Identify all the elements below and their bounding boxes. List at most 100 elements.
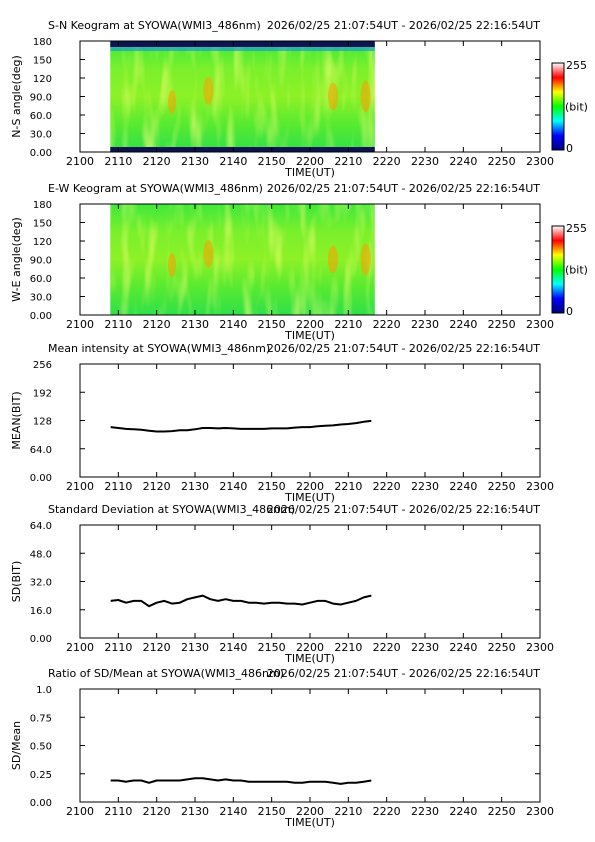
y-tick-label: 60.0 [30,274,52,285]
y-tick-label: 30.0 [30,130,52,141]
y-tick-label: 90.0 [30,93,52,104]
y-tick-label: 0.00 [30,148,52,159]
panel-title: Mean intensity at SYOWA(WMI3_486nm) [48,342,270,355]
aurora-patch [360,243,371,276]
y-tick-label: 16.0 [30,606,52,617]
y-tick-label: 60.0 [30,111,52,122]
x-tick-label: 2140 [219,318,247,331]
x-tick-label: 2100 [66,641,94,654]
y-tick-label: 0.25 [30,770,52,781]
colorbar-unit-label: (bit) [565,264,588,277]
x-tick-label: 2240 [449,805,477,818]
x-tick-label: 2210 [334,318,362,331]
x-tick-label: 2200 [296,480,324,493]
aurora-patch [360,80,371,113]
colorbar-max-label: 255 [566,59,587,72]
y-tick-label: 0.00 [30,798,52,809]
y-tick-label: 0.00 [30,311,52,322]
x-tick-label: 2200 [296,155,324,168]
x-axis-label: TIME(UT) [284,491,335,504]
aurora-patch [168,253,176,278]
y-tick-label: 120 [33,237,52,248]
y-tick-label: 0.00 [30,473,52,484]
x-tick-label: 2250 [488,641,516,654]
x-tick-label: 2220 [373,641,401,654]
x-tick-label: 2300 [526,480,554,493]
panel-4: Standard Deviation at SYOWA(WMI3_486nm)2… [10,503,554,665]
x-tick-label: 2130 [181,641,209,654]
colorbar-scale [551,62,565,151]
x-axis-label: TIME(UT) [284,652,335,665]
x-tick-label: 2240 [449,155,477,168]
panel-title: Ratio of SD/Mean at SYOWA(WMI3_486nm) [48,667,284,680]
x-tick-label: 2110 [104,805,132,818]
x-tick-label: 2220 [373,480,401,493]
keogram-edge-band [110,147,375,152]
x-tick-label: 2240 [449,480,477,493]
x-tick-label: 2120 [143,155,171,168]
y-axis-label: SD(BIT) [10,561,23,603]
x-tick-label: 2230 [411,480,439,493]
x-tick-label: 2140 [219,641,247,654]
y-tick-label: 180 [33,37,52,48]
x-tick-label: 2110 [104,641,132,654]
x-tick-label: 2250 [488,318,516,331]
keogram-edge-band [110,47,375,51]
x-tick-label: 2150 [258,155,286,168]
y-tick-label: 180 [33,200,52,211]
aurora-patch [328,82,338,111]
x-tick-label: 2300 [526,805,554,818]
x-tick-label: 2220 [373,155,401,168]
x-axis-label: TIME(UT) [284,166,335,179]
y-tick-label: 256 [33,360,52,371]
x-tick-label: 2150 [258,318,286,331]
x-tick-label: 2110 [104,318,132,331]
x-tick-label: 2100 [66,155,94,168]
plot-frame [79,363,541,478]
y-tick-label: 120 [33,74,52,85]
plot-frame [79,688,541,803]
time-range-label: 2026/02/25 21:07:54UT - 2026/02/25 22:16… [267,182,540,195]
x-tick-label: 2110 [104,155,132,168]
x-tick-label: 2250 [488,805,516,818]
y-axis-label: W-E angle(deg) [10,217,23,302]
x-tick-label: 2130 [181,805,209,818]
x-tick-label: 2230 [411,318,439,331]
y-tick-label: 90.0 [30,256,52,267]
y-tick-label: 1.0 [36,685,52,696]
colorbar-scale [551,225,565,314]
panel-title: E-W Keogram at SYOWA(WMI3_486nm) [48,182,263,195]
y-tick-label: 150 [33,56,52,67]
x-tick-label: 2100 [66,318,94,331]
x-tick-label: 2140 [219,155,247,168]
x-tick-label: 2200 [296,805,324,818]
x-tick-label: 2250 [488,480,516,493]
y-tick-label: 48.0 [30,549,52,560]
x-tick-label: 2230 [411,155,439,168]
x-tick-label: 2110 [104,480,132,493]
colorbar: 255 0 (bit) [551,59,588,155]
x-tick-label: 2300 [526,318,554,331]
x-tick-label: 2140 [219,480,247,493]
x-tick-label: 2240 [449,318,477,331]
x-tick-label: 2120 [143,480,171,493]
series-line [110,419,372,433]
y-axis-label: MEAN(BIT) [10,391,23,449]
x-tick-label: 2130 [181,318,209,331]
panel-title: Standard Deviation at SYOWA(WMI3_486nm) [48,503,295,516]
x-tick-label: 2150 [258,480,286,493]
x-tick-label: 2230 [411,641,439,654]
x-axis-label: TIME(UT) [284,816,335,829]
series-line [110,777,372,785]
x-tick-label: 2210 [334,641,362,654]
keogram-edge-band [110,41,375,47]
y-axis-label: SD/Mean [10,721,23,770]
x-tick-label: 2150 [258,641,286,654]
x-tick-label: 2200 [296,318,324,331]
x-tick-label: 2250 [488,155,516,168]
colorbar: 255 0 (bit) [551,222,588,318]
time-range-label: 2026/02/25 21:07:54UT - 2026/02/25 22:16… [267,503,540,516]
y-tick-label: 0.75 [30,713,52,724]
y-tick-label: 64.0 [30,445,52,456]
